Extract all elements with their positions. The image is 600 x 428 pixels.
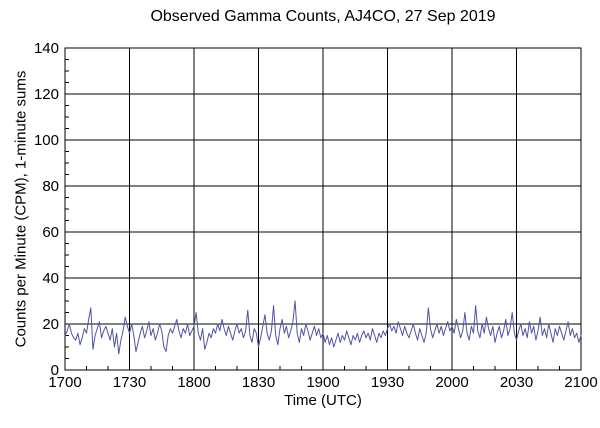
x-axis-title: Time (UTC) <box>284 392 362 409</box>
x-tick-label: 1700 <box>48 374 81 391</box>
y-tick-label: 0 <box>51 362 59 379</box>
x-tick-label: 2100 <box>564 374 597 391</box>
x-tick-label: 1930 <box>371 374 404 391</box>
data-series-line <box>64 300 582 355</box>
x-tick-label: 1730 <box>113 374 146 391</box>
y-tick-label: 80 <box>42 178 59 195</box>
chart-title: Observed Gamma Counts, AJ4CO, 27 Sep 201… <box>150 8 496 25</box>
y-tick-label: 140 <box>34 40 59 57</box>
x-tick-label: 2000 <box>435 374 468 391</box>
y-tick-label: 120 <box>34 86 59 103</box>
x-tick-label: 1830 <box>242 374 275 391</box>
y-tick-label: 20 <box>42 316 59 333</box>
plot-frame <box>64 47 582 371</box>
x-tick-label: 1900 <box>306 374 339 391</box>
y-axis-title: Counts per Minute (CPM), 1-minute sums <box>12 70 30 348</box>
y-tick-label: 40 <box>42 270 59 287</box>
x-tick-label: 1800 <box>177 374 210 391</box>
y-tick-label: 100 <box>34 132 59 149</box>
y-tick-label: 60 <box>42 224 59 241</box>
x-tick-label: 2030 <box>500 374 533 391</box>
